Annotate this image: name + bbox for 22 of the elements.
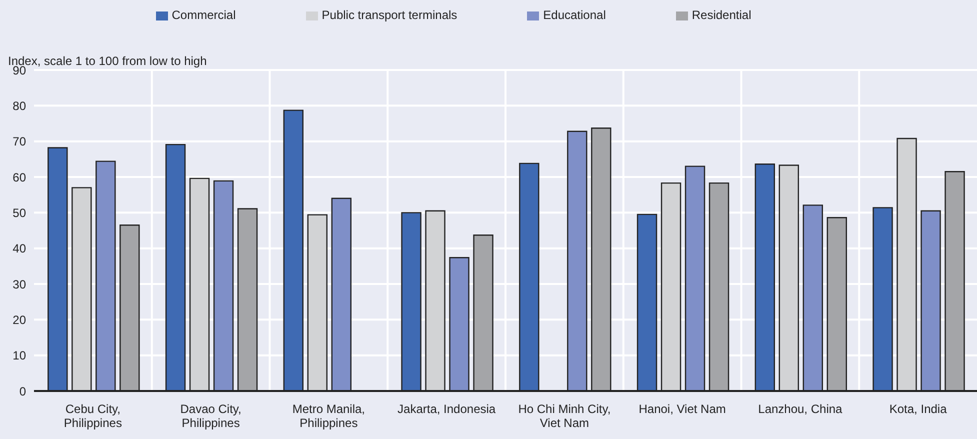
legend-label: Educational xyxy=(543,8,606,22)
y-tick-label: 70 xyxy=(12,134,26,149)
x-tick-label: Jakarta, Indonesia xyxy=(398,402,496,416)
legend-label: Residential xyxy=(692,8,752,22)
y-tick-label: 50 xyxy=(12,206,26,220)
x-tick-label: Cebu City, Philippines xyxy=(64,402,122,430)
x-tick-label: Hanoi, Viet Nam xyxy=(638,402,726,416)
x-tick-label: Davao City, Philippines xyxy=(180,402,242,430)
x-tick-label: Lanzhou, China xyxy=(758,402,843,416)
x-tick-label: Metro Manila, Philippines xyxy=(292,402,366,430)
y-tick-label: 10 xyxy=(12,348,26,363)
y-tick-label: 20 xyxy=(12,312,26,327)
y-axis-title: Index, scale 1 to 100 from low to high xyxy=(8,54,207,68)
legend-label: Public transport terminals xyxy=(322,8,458,22)
x-tick-label: Ho Chi Minh City, Viet Nam xyxy=(518,402,611,430)
y-tick-label: 40 xyxy=(12,242,26,256)
x-tick-label: Kota, India xyxy=(889,402,948,416)
y-tick-label: 80 xyxy=(12,98,26,113)
y-tick-label: 60 xyxy=(12,170,26,184)
legend-label: Commercial xyxy=(172,8,236,22)
y-tick-label: 30 xyxy=(12,277,26,292)
y-tick-label: 0 xyxy=(19,384,26,398)
